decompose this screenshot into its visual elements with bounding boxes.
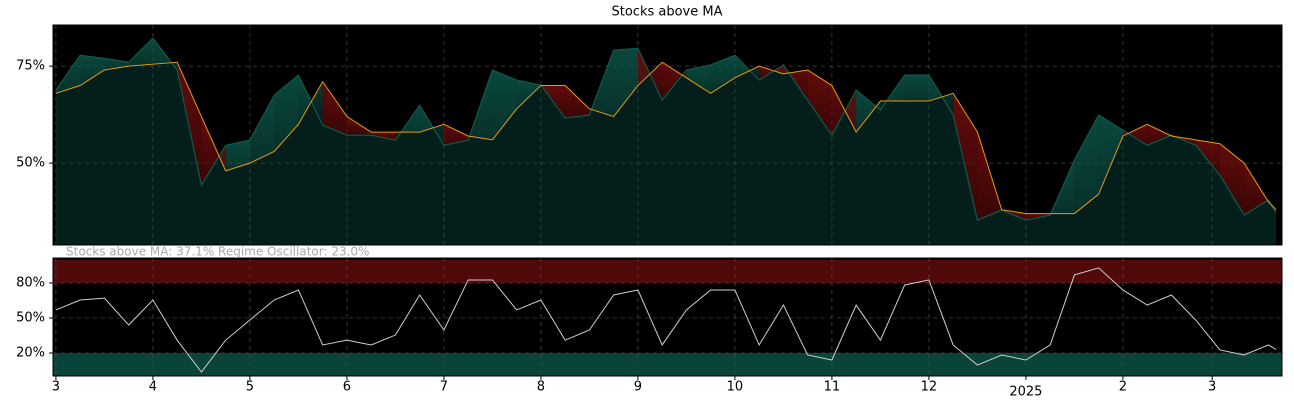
spread-fill xyxy=(225,140,250,171)
chart-title: Stocks above MA xyxy=(612,5,723,20)
x-tick-label: 12 xyxy=(921,380,938,395)
spread-fill xyxy=(516,80,541,109)
y-tick-label: 80% xyxy=(16,275,45,290)
series-line xyxy=(55,37,1277,221)
x-tick-label: 3 xyxy=(52,380,60,395)
x-tick-label: 7 xyxy=(440,380,448,395)
x-tick-label: 3 xyxy=(1208,380,1216,395)
spread-fill xyxy=(953,93,978,221)
x-tick-label: 5 xyxy=(246,380,254,395)
spread-fill xyxy=(710,55,735,94)
x-tick-label: 9 xyxy=(634,380,642,395)
spread-fill xyxy=(807,70,832,136)
panel-frame xyxy=(52,24,1283,246)
spread-fill xyxy=(856,90,881,133)
y-tick-label: 50% xyxy=(16,310,45,325)
y-tick-label: 20% xyxy=(16,346,45,361)
spread-fill xyxy=(1098,115,1123,195)
spread-fill xyxy=(322,81,347,136)
y-tick-label: 75% xyxy=(16,59,45,74)
spread-fill xyxy=(1147,124,1172,146)
spread-fill xyxy=(128,38,153,67)
x-tick-label: 10 xyxy=(727,380,744,395)
spread-fill xyxy=(1219,143,1245,216)
y-tick-label: 50% xyxy=(16,156,45,171)
panel-frame xyxy=(52,257,1283,377)
spread-fill xyxy=(904,75,929,102)
series-line xyxy=(55,61,1277,215)
spread-fill xyxy=(686,64,711,94)
spread-fill xyxy=(298,75,323,126)
x-tick-label: 4 xyxy=(149,380,157,395)
spread-fill xyxy=(249,95,275,164)
x-tick-label: 2025 xyxy=(1009,385,1042,400)
spread-fill xyxy=(371,132,396,141)
spread-fill xyxy=(759,64,784,81)
spread-fill xyxy=(662,62,687,101)
x-tick-label: 11 xyxy=(824,380,841,395)
x-tick-label: 2 xyxy=(1119,380,1127,395)
spread-fill xyxy=(346,116,372,136)
spread-fill xyxy=(613,48,638,117)
spread-fill xyxy=(274,75,299,152)
spread-fill xyxy=(492,70,517,140)
spread-fill xyxy=(201,116,226,186)
spread-fill xyxy=(1122,124,1148,146)
spread-fill xyxy=(1244,163,1269,216)
spread-fill xyxy=(443,124,469,146)
x-tick-label: 6 xyxy=(343,380,351,395)
spread-fill xyxy=(1195,139,1220,176)
spread-fill xyxy=(80,55,105,86)
annotation: Stocks above MA: 37.1% Regime Oscillator… xyxy=(66,245,369,259)
spread-fill xyxy=(1074,115,1099,214)
regime-band xyxy=(53,353,1282,376)
series-line xyxy=(55,267,1277,373)
spread-fill xyxy=(977,132,1002,221)
spread-fill xyxy=(565,85,590,119)
x-tick-label: 8 xyxy=(537,380,545,395)
regime-band xyxy=(53,259,1282,283)
